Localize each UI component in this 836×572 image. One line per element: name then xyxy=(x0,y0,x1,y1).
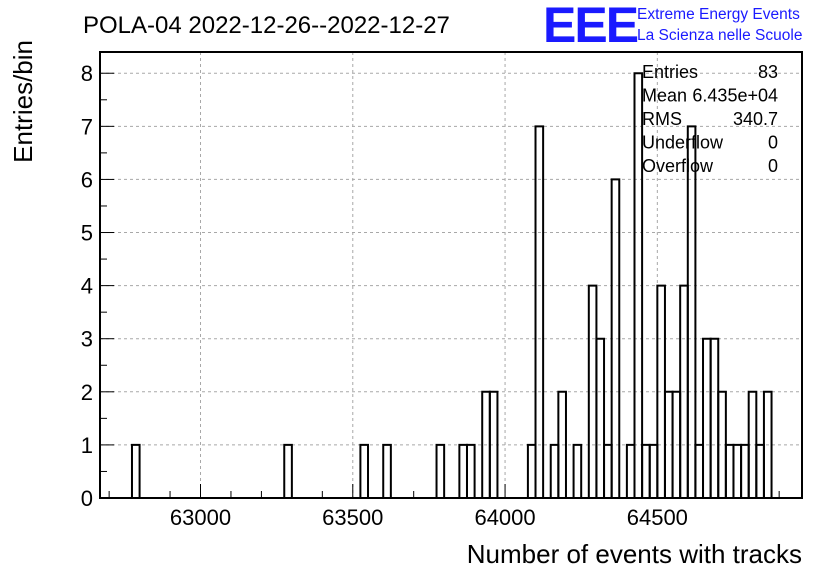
histogram-bin xyxy=(359,443,370,498)
histogram-bin xyxy=(709,337,720,498)
stats-value: 6.435e+04 xyxy=(692,86,778,106)
histogram-bin xyxy=(762,390,773,498)
y-tick-labels: 0 1 2 3 4 5 6 7 8 xyxy=(81,61,93,511)
grid-lines xyxy=(100,52,802,498)
stats-label: Entries xyxy=(642,62,698,82)
stats-box: Entries 83 Mean 6.435e+04 RMS 340.7 Underflow 0… xyxy=(642,62,778,176)
histogram-bin xyxy=(435,443,446,498)
y-tick-label: 7 xyxy=(81,114,93,139)
stats-label: Overflow xyxy=(642,156,714,176)
histogram-bin xyxy=(755,443,765,498)
plot-frame xyxy=(99,51,803,499)
y-tick-label: 0 xyxy=(81,486,93,511)
y-tick-label: 2 xyxy=(81,380,93,405)
y-tick-label: 4 xyxy=(81,274,93,299)
logo-mark: EEE xyxy=(543,0,638,53)
histogram-bin xyxy=(641,443,651,498)
x-tick-label: 64000 xyxy=(474,505,535,530)
y-tick-label: 8 xyxy=(81,61,93,86)
histogram-bin xyxy=(458,443,468,498)
stats-value: 0 xyxy=(768,156,778,176)
x-tick-labels: 63000 63500 64000 64500 xyxy=(170,505,688,530)
histogram-bin xyxy=(595,337,606,498)
histogram-bin xyxy=(465,443,476,498)
chart-title: POLA-04 2022-12-26--2022-12-27 xyxy=(83,12,450,39)
histogram-bin xyxy=(382,443,392,498)
histogram-bin xyxy=(610,178,621,498)
stats-label: RMS xyxy=(642,109,682,129)
y-tick-label: 6 xyxy=(81,167,93,192)
stats-value: 0 xyxy=(768,133,778,153)
logo-line-1: Extreme Energy Events xyxy=(637,6,800,23)
histogram-bin xyxy=(526,443,537,498)
eee-logo: EEE Extreme Energy Events La Scienza nel… xyxy=(543,0,802,53)
histogram-bin xyxy=(686,125,697,498)
x-axis-label: Number of events with tracks xyxy=(467,539,802,569)
histogram-bin xyxy=(633,72,644,498)
histogram-bin xyxy=(732,443,743,498)
histogram-bin xyxy=(283,443,293,498)
y-tick-label: 5 xyxy=(81,221,93,246)
x-tick-label: 64500 xyxy=(627,505,688,530)
histogram-bin xyxy=(488,390,499,498)
histogram-bin xyxy=(549,443,560,498)
histogram-bin xyxy=(572,443,583,498)
logo-line-2: La Scienza nelle Scuole xyxy=(637,27,802,44)
histogram-bin xyxy=(702,337,712,498)
y-tick-label: 3 xyxy=(81,327,93,352)
y-tick-label: 1 xyxy=(81,433,93,458)
histogram-bin xyxy=(130,443,141,498)
histogram-bin xyxy=(534,125,545,498)
histogram-bin xyxy=(557,390,567,498)
histogram-bin xyxy=(740,443,750,498)
y-axis-label: Entries/bin xyxy=(8,40,38,163)
histogram-bin xyxy=(625,443,636,498)
stats-label: Underflow xyxy=(642,133,724,153)
histogram-bin xyxy=(694,443,705,498)
histogram-bin xyxy=(603,443,613,498)
x-tick-label: 63500 xyxy=(322,505,383,530)
histogram-bin xyxy=(724,443,735,498)
x-tick-label: 63000 xyxy=(170,505,231,530)
axis-ticks xyxy=(100,72,780,499)
stats-value: 83 xyxy=(758,62,778,82)
stats-value: 340.7 xyxy=(733,109,778,129)
histogram-bin xyxy=(648,443,659,498)
stats-label: Mean xyxy=(642,86,687,106)
histogram-bars xyxy=(130,72,773,498)
